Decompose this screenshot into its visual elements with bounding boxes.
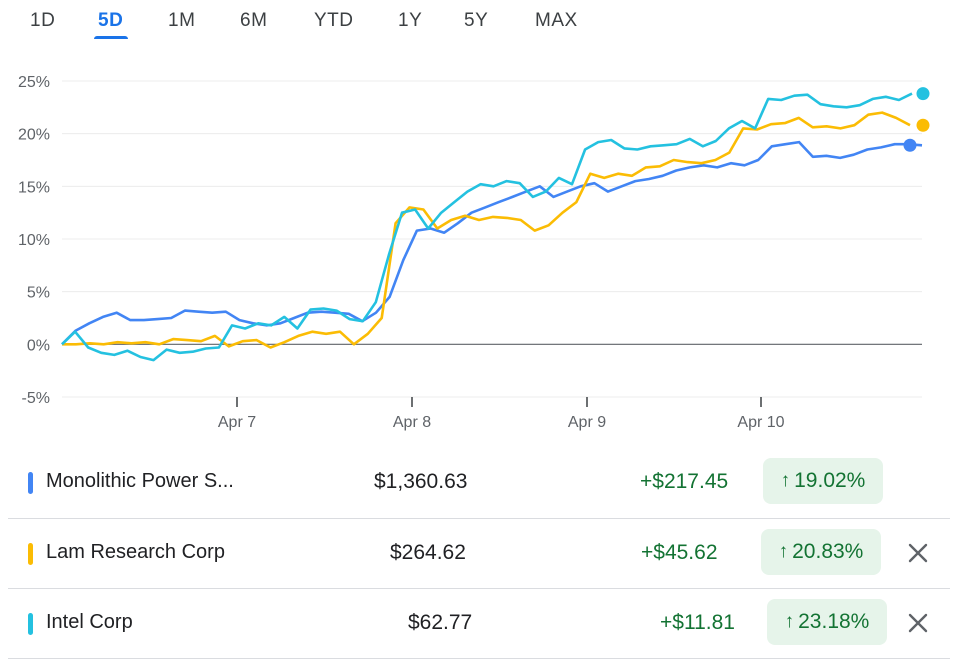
tab-ytd[interactable]: YTD (314, 10, 354, 31)
tab-max[interactable]: MAX (535, 10, 578, 31)
series-color-marker (28, 613, 33, 635)
series-endpoint-2 (916, 87, 930, 101)
arrow-up-icon: ↑ (784, 611, 795, 632)
divider (8, 518, 950, 519)
series-endpoint-1 (916, 118, 930, 132)
series-color-marker (28, 472, 33, 494)
y-tick-label: 10% (18, 232, 50, 249)
percent-change: 19.02% (794, 469, 866, 492)
list-item-monolithic-power[interactable]: Monolithic Power S... $1,360.63 +$217.45… (0, 448, 980, 516)
series-line-1 (62, 111, 911, 349)
percent-change-badge: ↑ 23.18% (767, 599, 887, 645)
chart-grid (62, 80, 922, 398)
list-item-intel[interactable]: Intel Corp $62.77 +$11.81 ↑ 23.18% (0, 589, 980, 657)
tab-1m[interactable]: 1M (168, 10, 196, 31)
divider (8, 588, 950, 589)
close-icon[interactable] (904, 539, 932, 567)
x-tick-label: Apr 10 (737, 414, 784, 431)
tab-5d[interactable]: 5D (98, 10, 124, 31)
x-tick-label: Apr 7 (218, 414, 256, 431)
arrow-up-icon: ↑ (778, 541, 789, 562)
series-endpoints (903, 87, 930, 152)
tab-5y[interactable]: 5Y (464, 10, 489, 31)
percent-change: 20.83% (792, 540, 864, 563)
series-endpoint-0 (903, 138, 917, 152)
tab-1y[interactable]: 1Y (398, 10, 423, 31)
percent-change: 23.18% (798, 610, 870, 633)
series-line-0 (61, 140, 923, 346)
y-tick-label: 20% (18, 127, 50, 144)
series-color-marker (28, 543, 33, 565)
chart-series (61, 92, 923, 362)
percent-change-badge: ↑ 20.83% (761, 529, 881, 575)
stock-price: $1,360.63 (374, 470, 468, 493)
tab-6m[interactable]: 6M (240, 10, 268, 31)
close-icon[interactable] (904, 609, 932, 637)
price-change: +$45.62 (641, 541, 718, 564)
stock-name: Intel Corp (46, 611, 133, 633)
percent-change-badge: ↑ 19.02% (763, 458, 883, 504)
y-tick-label: 0% (27, 337, 50, 354)
stock-name: Monolithic Power S... (46, 470, 234, 492)
comparison-line-chart[interactable]: 25% 20% 15% 10% 5% 0% -5% Apr 7 Apr 8 Apr 9 Apr 1… (0, 48, 980, 448)
x-tick-label: Apr 8 (393, 414, 431, 431)
stock-price: $62.77 (408, 611, 473, 634)
list-item-lam-research[interactable]: Lam Research Corp $264.62 +$45.62 ↑ 20.83… (0, 519, 980, 587)
stock-name: Lam Research Corp (46, 541, 225, 563)
y-axis: 25% 20% 15% 10% 5% 0% -5% (18, 74, 50, 407)
stock-price: $264.62 (390, 541, 466, 564)
active-tab-indicator (94, 36, 128, 39)
price-change: +$11.81 (660, 611, 735, 634)
x-axis: Apr 7 Apr 8 Apr 9 Apr 10 (218, 397, 785, 431)
divider (8, 658, 950, 659)
tab-1d[interactable]: 1D (30, 10, 56, 31)
x-tick-label: Apr 9 (568, 414, 606, 431)
range-tabs: 1D 5D 1M 6M YTD 1Y 5Y MAX (0, 0, 980, 48)
y-tick-label: 25% (18, 74, 50, 91)
price-change: +$217.45 (640, 470, 729, 493)
y-tick-label: -5% (22, 390, 50, 407)
arrow-up-icon: ↑ (780, 470, 791, 491)
series-line-2 (61, 92, 913, 362)
y-tick-label: 15% (18, 179, 50, 196)
y-tick-label: 5% (27, 285, 50, 302)
